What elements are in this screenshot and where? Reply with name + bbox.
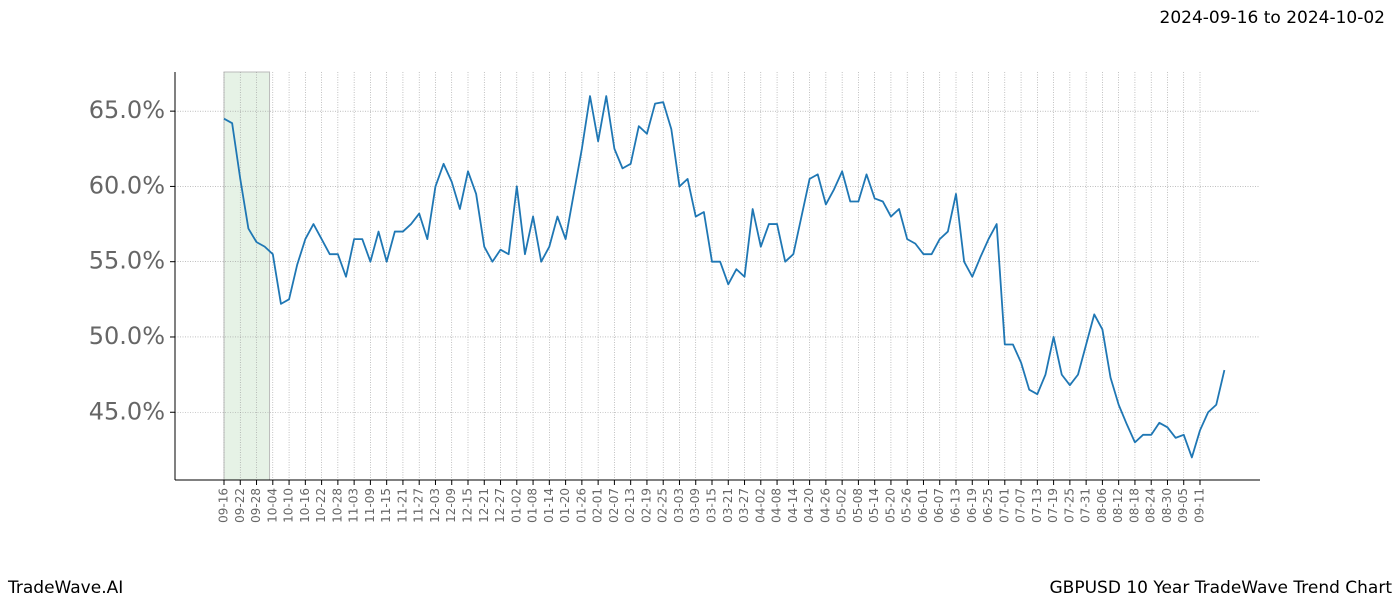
x-tick-label: 02-13 <box>623 488 637 523</box>
x-tick-label: 01-02 <box>509 488 523 523</box>
x-tick-label: 12-09 <box>444 488 458 523</box>
x-tick-label: 07-01 <box>997 488 1011 523</box>
x-tick-label: 08-30 <box>1160 488 1174 523</box>
x-tick-label: 05-20 <box>883 488 897 523</box>
x-tick-label: 07-07 <box>1014 488 1028 523</box>
y-tick-label: 65.0% <box>89 96 165 124</box>
x-tick-label: 12-21 <box>477 488 491 523</box>
x-tick-label: 06-13 <box>949 488 963 523</box>
x-tick-label: 11-27 <box>412 488 426 523</box>
x-tick-label: 02-07 <box>607 488 621 523</box>
chart-subtitle: GBPUSD 10 Year TradeWave Trend Chart <box>1050 578 1393 598</box>
x-tick-label: 06-25 <box>981 488 995 523</box>
highlight-span <box>223 71 271 481</box>
x-tick-label: 01-20 <box>558 488 572 523</box>
x-tick-label: 08-06 <box>1095 488 1109 523</box>
x-tick-label: 04-02 <box>753 488 767 523</box>
x-tick-label: 02-19 <box>639 488 653 523</box>
x-tick-label: 05-08 <box>851 488 865 523</box>
x-tick-label: 10-28 <box>330 488 344 523</box>
x-tick-label: 11-21 <box>395 488 409 523</box>
x-tick-label: 11-09 <box>363 488 377 523</box>
x-tick-label: 03-15 <box>705 488 719 523</box>
x-tick-label: 05-14 <box>867 488 881 523</box>
y-tick-label: 60.0% <box>89 171 165 199</box>
x-tick-label: 03-03 <box>672 488 686 523</box>
x-tick-label: 07-25 <box>1062 488 1076 523</box>
x-tick-label: 04-26 <box>818 488 832 523</box>
x-tick-label: 09-05 <box>1176 488 1190 523</box>
x-tick-label: 07-13 <box>1030 488 1044 523</box>
x-tick-label: 09-22 <box>233 488 247 523</box>
x-tick-label: 03-09 <box>688 488 702 523</box>
x-tick-label: 06-01 <box>916 488 930 523</box>
x-tick-label: 10-22 <box>314 488 328 523</box>
y-tick-label: 55.0% <box>89 247 165 275</box>
y-tick-label: 45.0% <box>89 397 165 425</box>
x-tick-label: 09-16 <box>217 488 231 523</box>
x-tick-label: 01-26 <box>574 488 588 523</box>
x-tick-label: 06-07 <box>932 488 946 523</box>
x-tick-label: 05-02 <box>835 488 849 523</box>
x-tick-label: 08-12 <box>1111 488 1125 523</box>
x-tick-label: 09-11 <box>1193 488 1207 523</box>
x-tick-label: 10-16 <box>298 488 312 523</box>
x-tick-label: 10-10 <box>282 488 296 523</box>
x-tick-label: 03-27 <box>737 488 751 523</box>
x-tick-label: 12-03 <box>428 488 442 523</box>
line <box>223 95 1226 459</box>
x-tick-label: 04-08 <box>770 488 784 523</box>
x-tick-label: 09-28 <box>249 488 263 523</box>
x-tick-label: 11-03 <box>347 488 361 523</box>
x-tick-label: 08-24 <box>1144 488 1158 523</box>
x-tick-label: 10-04 <box>265 488 279 523</box>
chart-title: 2024-09-16 to 2024-10-02 <box>1160 8 1385 28</box>
x-tick-label: 02-01 <box>591 488 605 523</box>
x-tick-label: 12-27 <box>493 488 507 523</box>
x-tick-label: 07-19 <box>1046 488 1060 523</box>
x-tick-label: 01-14 <box>542 488 556 523</box>
y-tick-label: 50.0% <box>89 322 165 350</box>
x-tick-label: 11-15 <box>379 488 393 523</box>
x-tick-label: 04-14 <box>786 488 800 523</box>
x-tick-label: 04-20 <box>802 488 816 523</box>
x-tick-label: 02-25 <box>656 488 670 523</box>
x-tick-label: 06-19 <box>965 488 979 523</box>
x-tick-label: 03-21 <box>721 488 735 523</box>
x-tick-label: 08-18 <box>1127 488 1141 523</box>
x-tick-label: 12-15 <box>461 488 475 523</box>
x-tick-label: 07-31 <box>1079 488 1093 523</box>
x-tick-label: 05-26 <box>900 488 914 523</box>
brand: TradeWave.AI <box>7 578 123 598</box>
x-tick-label: 01-08 <box>526 488 540 523</box>
